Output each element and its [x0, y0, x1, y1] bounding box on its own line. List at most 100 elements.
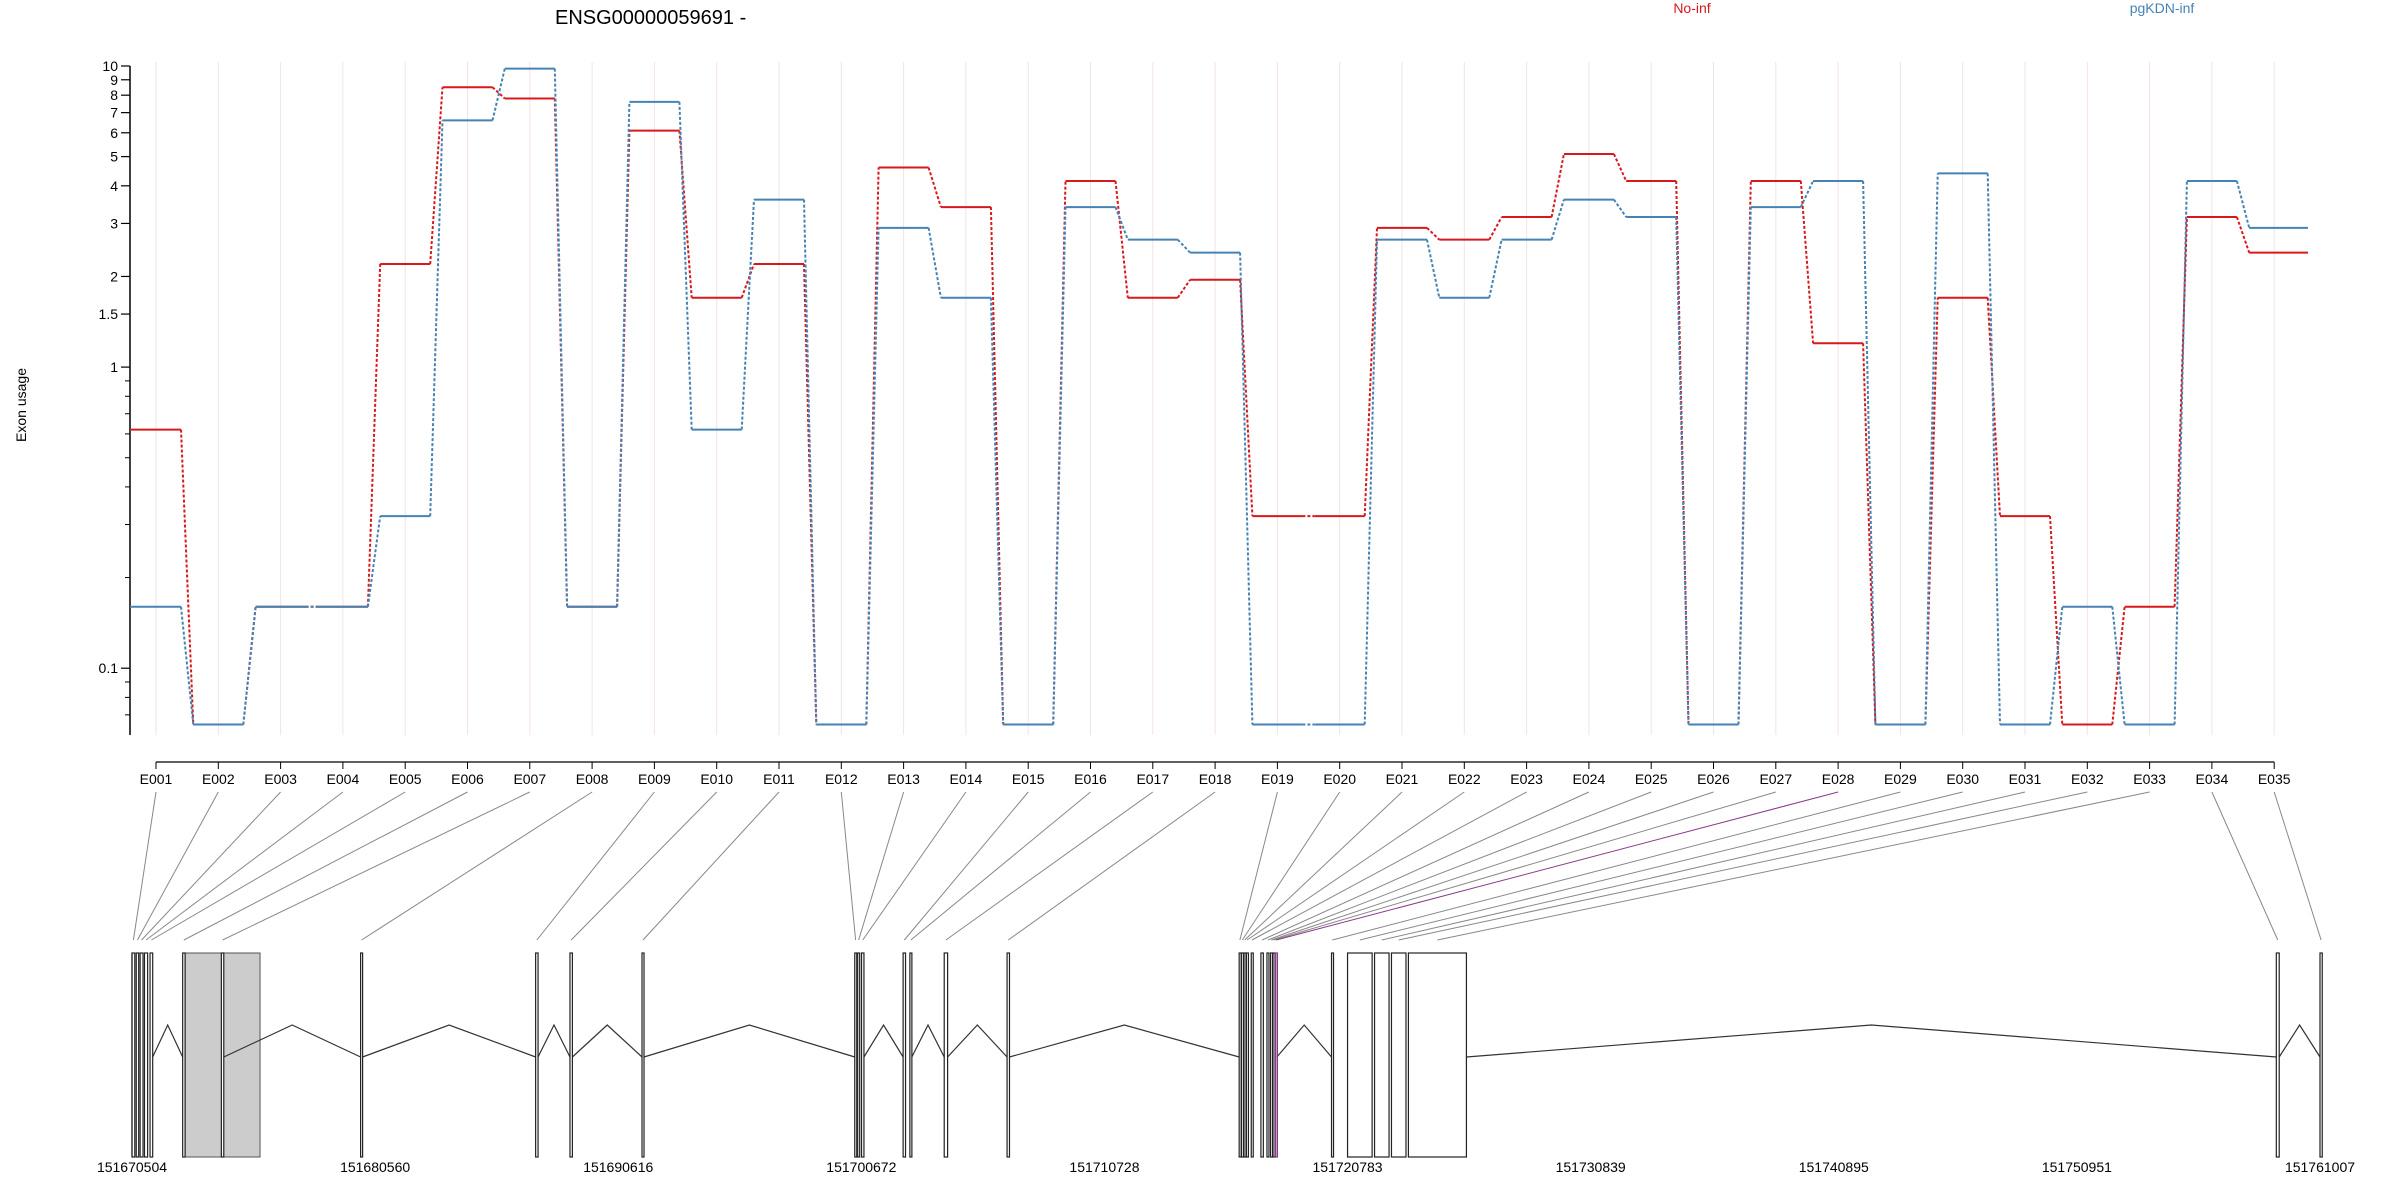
- series-connector: [1613, 199, 1628, 218]
- exon-box-e025: [1266, 952, 1270, 1158]
- exon-box-e007: [220, 952, 225, 1158]
- series-connector: [1675, 217, 1690, 725]
- exon-box-e013: [857, 952, 861, 1158]
- exon-connector-lines: [132, 791, 2322, 941]
- series-connector: [1550, 153, 1565, 218]
- series-connector: [491, 68, 506, 121]
- series-connector: [1862, 180, 1877, 725]
- x-tick-label-e026: E026: [1697, 771, 1730, 787]
- exon-connector-e006: [183, 791, 468, 941]
- exon-box-e020: [1240, 952, 1245, 1158]
- exon-box-e008: [360, 952, 364, 1158]
- x-tick-label-e033: E033: [2133, 771, 2166, 787]
- exon-box-e014: [860, 952, 865, 1158]
- exon-box-e032: [1390, 952, 1407, 1158]
- y-tick-label: 4: [110, 178, 118, 194]
- exon-box-e004: [143, 952, 149, 1158]
- x-tick-label-e003: E003: [264, 771, 297, 787]
- series-connector: [1550, 199, 1565, 240]
- exon-connector-e009: [536, 791, 655, 941]
- series-connector: [740, 199, 755, 430]
- coordinate-label: 151750951: [2042, 1159, 2112, 1175]
- exon-connector-e033: [1437, 791, 2150, 941]
- y-tick-label: 1.5: [99, 306, 119, 322]
- x-tick-label-e005: E005: [389, 771, 422, 787]
- exon-box-e027: [1272, 952, 1276, 1158]
- exon-connector-e011: [642, 791, 780, 941]
- series-connector: [1737, 207, 1752, 725]
- exon-connector-e014: [862, 791, 967, 941]
- y-tick-label: 0.1: [99, 660, 119, 676]
- series-connector: [2173, 180, 2188, 725]
- legend-label-no-inf: No-inf: [1673, 0, 1710, 16]
- exon-box-e029: [1330, 952, 1335, 1158]
- vertical-gridlines: [155, 62, 2275, 735]
- x-tick-label-e015: E015: [1012, 771, 1045, 787]
- intron-line: [537, 1023, 571, 1058]
- series-connector: [1426, 227, 1440, 241]
- x-tick-label-e020: E020: [1323, 771, 1356, 787]
- series-connector: [491, 86, 506, 100]
- intron-line: [362, 1024, 536, 1058]
- series-connector: [803, 199, 818, 725]
- series-connector: [989, 207, 1005, 725]
- series-connector: [366, 515, 382, 607]
- series-connector: [180, 429, 195, 725]
- exon-box-e023: [1250, 952, 1254, 1158]
- coordinate-label: 151670504: [97, 1159, 167, 1175]
- exon-box-e002: [135, 952, 140, 1158]
- series-connector: [1986, 297, 2001, 517]
- exon-box-e017: [943, 952, 949, 1158]
- exon-connector-e025: [1267, 791, 1652, 941]
- exon-box-e031: [1373, 952, 1390, 1158]
- exon-box-e021: [1243, 952, 1247, 1158]
- series-connector: [927, 227, 942, 298]
- x-tick-label-e028: E028: [1822, 771, 1855, 787]
- series-lines: [130, 67, 2308, 726]
- intron-line: [911, 1023, 945, 1058]
- exon-connector-e017: [945, 791, 1154, 941]
- exon-box-e019: [1238, 952, 1242, 1158]
- series-connector: [1924, 173, 1939, 725]
- series-connector: [1176, 279, 1191, 299]
- x-tick-label-e014: E014: [950, 771, 983, 787]
- intron-line: [1276, 1024, 1332, 1058]
- series-connector: [865, 167, 880, 725]
- intron-line: [223, 1024, 361, 1058]
- x-tick-label-e002: E002: [202, 771, 235, 787]
- exon-connector-e031: [1381, 791, 2026, 941]
- x-tick-label-e031: E031: [2009, 771, 2042, 787]
- x-tick-label-e029: E029: [1884, 771, 1917, 787]
- series-connector: [616, 101, 631, 607]
- intron-line: [152, 1023, 184, 1058]
- coordinate-label: 151690616: [583, 1159, 653, 1175]
- coordinate-label: 151740895: [1799, 1159, 1869, 1175]
- coordinate-label: 151720783: [1313, 1159, 1383, 1175]
- exon-connector-e021: [1244, 791, 1403, 941]
- x-tick-label-e008: E008: [576, 771, 609, 787]
- x-tick-label-e022: E022: [1448, 771, 1481, 787]
- x-tick-label-e032: E032: [2071, 771, 2104, 787]
- intron-line: [2278, 1023, 2321, 1058]
- series-connector: [989, 297, 1005, 725]
- y-tick-label: 2: [110, 268, 118, 284]
- exon-box-e006: [182, 952, 186, 1158]
- chart-title: ENSG00000059691 -: [555, 7, 746, 29]
- exon-box-e003: [139, 952, 144, 1158]
- series-connector: [1799, 180, 1815, 344]
- coordinate-label: 151710728: [1069, 1159, 1139, 1175]
- intron-line: [1009, 1024, 1240, 1058]
- exon-connector-e023: [1251, 791, 1527, 941]
- exon-connector-e007: [222, 791, 531, 941]
- series-connector: [865, 227, 880, 725]
- exon-box-e009: [535, 952, 539, 1158]
- intron-line: [571, 1024, 643, 1058]
- x-tick-label-e030: E030: [1946, 771, 1979, 787]
- series-connector: [1239, 279, 1254, 517]
- legend-label-pgkdn-inf: pgKDN-inf: [2130, 0, 2195, 16]
- y-axis-label: Exon usage: [13, 368, 29, 442]
- x-tick-label-e017: E017: [1136, 771, 1169, 787]
- series-connector: [429, 120, 444, 517]
- x-tick-label-e034: E034: [2196, 771, 2229, 787]
